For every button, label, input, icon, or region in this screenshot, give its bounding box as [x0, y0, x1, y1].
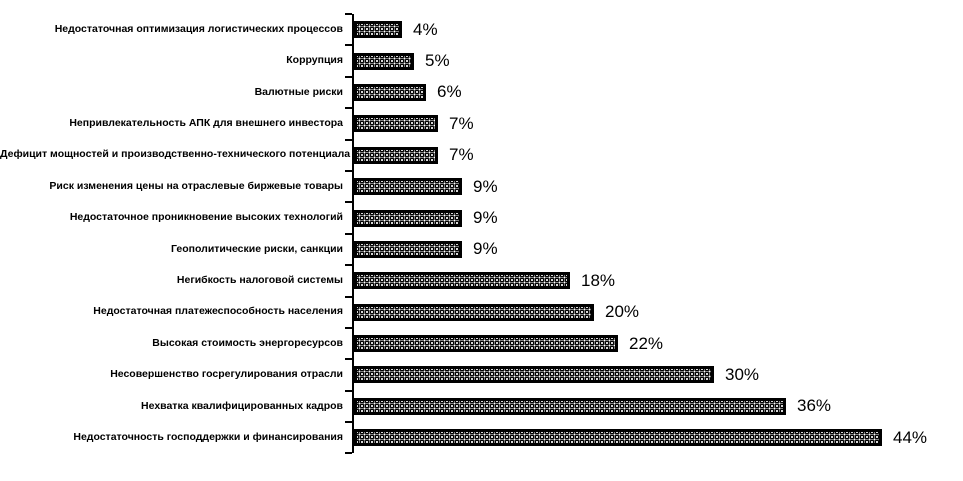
category-label: Нехватка квалифицированных кадров: [141, 399, 343, 412]
category-label: Негибкость налоговой системы: [176, 274, 343, 287]
value-label: 9%: [473, 208, 498, 228]
bar-row: Валютные риски 6%: [0, 75, 963, 109]
category-label: Риск изменения цены на отраслевые биржев…: [49, 179, 343, 192]
bar-row: Недостаточная платежеспособность населен…: [0, 295, 963, 328]
category-label: Коррупция: [286, 54, 343, 67]
bar-zone: 6%: [345, 75, 963, 109]
bar-row: Риск изменения цены на отраслевые биржев…: [0, 169, 963, 203]
bar-zone: 5%: [345, 44, 963, 77]
bar-row: Геополитические риски, санкции 9%: [0, 232, 963, 266]
bar: [354, 83, 426, 101]
category-label: Высокая стоимость энергоресурсов: [152, 336, 343, 349]
bar-row: Нехватка квалифицированных кадров 36%: [0, 389, 963, 423]
bar-zone: 36%: [345, 389, 963, 423]
bar: [354, 115, 438, 133]
bar-zone: 4%: [345, 12, 963, 46]
bar-zone: 44%: [345, 421, 963, 455]
bar-row: Высокая стоимость энергоресурсов 22%: [0, 326, 963, 360]
bar-row: Негибкость налоговой системы 18%: [0, 264, 963, 297]
bar-zone: 30%: [345, 358, 963, 391]
bar: [354, 429, 882, 447]
value-label: 30%: [725, 364, 760, 384]
bar: [354, 52, 414, 70]
value-label: 20%: [605, 302, 640, 322]
value-label: 6%: [437, 82, 462, 102]
bar-zone: 7%: [345, 138, 963, 171]
value-label: 44%: [893, 427, 928, 447]
value-label: 7%: [449, 145, 474, 165]
bar-row: Недостаточное проникновение высоких техн…: [0, 201, 963, 234]
value-label: 22%: [629, 333, 664, 353]
bar: [354, 146, 438, 164]
category-label: Недостаточная платежеспособность населен…: [93, 305, 343, 318]
bar: [354, 272, 570, 290]
bar: [354, 397, 786, 415]
value-label: 5%: [425, 51, 450, 71]
bar-row: Непривлекательность АПК для внешнего инв…: [0, 107, 963, 140]
value-label: 9%: [473, 176, 498, 196]
bar: [354, 21, 402, 39]
bar-row: Дефицит мощностей и производственно-техн…: [0, 138, 963, 171]
category-label: Недостаточное проникновение высоких техн…: [69, 211, 343, 224]
value-label: 36%: [797, 396, 832, 416]
value-label: 9%: [473, 239, 498, 259]
value-label: 18%: [581, 270, 616, 290]
plot-area: Недостаточная оптимизация логистических …: [0, 12, 963, 455]
value-label: 4%: [413, 19, 438, 39]
bar-zone: 20%: [345, 295, 963, 328]
bar-zone: 18%: [345, 264, 963, 297]
category-label: Геополитические риски, санкции: [170, 242, 343, 255]
bar-row: Недостаточная оптимизация логистических …: [0, 12, 963, 46]
bar: [354, 178, 462, 196]
category-label: Непривлекательность АПК для внешнего инв…: [69, 117, 343, 130]
bar-row: Коррупция 5%: [0, 44, 963, 77]
bar: [354, 335, 618, 353]
bar-row: Недостаточность господдержки и финансиро…: [0, 421, 963, 455]
bar-zone: 9%: [345, 169, 963, 203]
bar-zone: 7%: [345, 107, 963, 140]
bar: [354, 209, 462, 227]
category-label: Недостаточная оптимизация логистических …: [54, 22, 343, 35]
bar-zone: 22%: [345, 326, 963, 360]
bar-zone: 9%: [345, 232, 963, 266]
bar-row: Несовершенство госрегулирования отрасли …: [0, 358, 963, 391]
category-label: Дефицит мощностей и производственно-техн…: [0, 148, 351, 161]
category-label: Валютные риски: [254, 85, 343, 98]
bar: [354, 240, 462, 258]
bar: [354, 366, 714, 384]
category-label: Несовершенство госрегулирования отрасли: [110, 368, 343, 381]
category-label: Недостаточность господдержки и финансиро…: [73, 431, 343, 443]
value-label: 7%: [449, 113, 474, 133]
bar-zone: 9%: [345, 201, 963, 234]
bar: [354, 303, 594, 321]
